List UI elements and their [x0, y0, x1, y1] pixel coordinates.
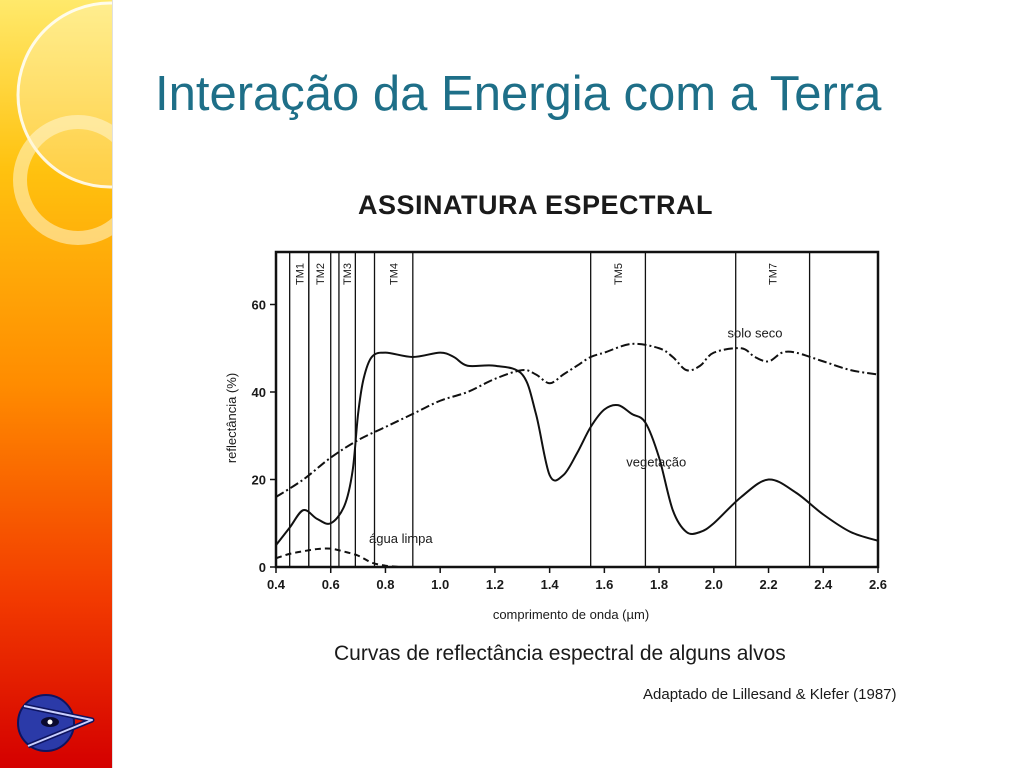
plot-frame — [274, 250, 880, 569]
x-tick-label: 0.6 — [322, 577, 340, 592]
band-label-tm3: TM3 — [342, 263, 354, 285]
y-tick-label: 20 — [252, 473, 266, 488]
x-tick-label: 1.6 — [595, 577, 613, 592]
slide-title: Interação da Energia com a Terra — [155, 67, 882, 121]
annotation-vegetacao: vegetação — [626, 454, 686, 469]
band-label-tm5: TM5 — [613, 263, 625, 285]
annotation-agua-limpa: água limpa — [369, 531, 433, 546]
x-tick-label: 1.0 — [431, 577, 449, 592]
x-tick-label: 2.4 — [814, 577, 833, 592]
x-tick-label: 1.8 — [650, 577, 668, 592]
x-tick-label: 1.2 — [486, 577, 504, 592]
band-label-tm1: TM1 — [294, 263, 306, 285]
sidebar-divider — [112, 0, 113, 768]
eye-arrow-logo-icon — [14, 688, 96, 754]
band-label-tm7: TM7 — [768, 263, 780, 285]
figure-caption: Curvas de reflectância espectral de algu… — [334, 642, 786, 665]
x-tick-label: 0.4 — [267, 577, 286, 592]
band-label-tm2: TM2 — [315, 263, 327, 285]
x-tick-label: 1.4 — [541, 577, 560, 592]
spectral-reflectance-chart: 0.4 0.6 0.8 1.0 1.2 1.4 1.6 1.8 2.0 2.2 2.4 2.6 0 20 4… — [224, 250, 887, 622]
x-tick-label: 2.0 — [705, 577, 723, 592]
series-line-solo-seco — [275, 342, 879, 498]
figure-source: Adaptado de Lillesand & Klefer (1987) — [643, 686, 897, 703]
x-tick-label: 2.6 — [869, 577, 887, 592]
y-tick-label: 0 — [259, 560, 266, 575]
x-tick-label: 0.8 — [376, 577, 394, 592]
x-tick-label: 2.2 — [760, 577, 778, 592]
y-axis-label: reflectância (%) — [224, 373, 239, 463]
chart-heading: ASSINATURA ESPECTRAL — [358, 190, 714, 220]
band-label-tm4: TM4 — [389, 263, 401, 285]
plot-area: 0.4 0.6 0.8 1.0 1.2 1.4 1.6 1.8 2.0 2.2 2.4 2.6 0 20 4… — [252, 250, 887, 592]
sidebar-decoration — [0, 0, 113, 768]
sidebar-rings-graphic — [13, 1, 113, 245]
series-line-vegetacao — [275, 351, 879, 546]
x-axis-label: comprimento de onda (µm) — [493, 607, 649, 622]
y-tick-label: 60 — [252, 298, 266, 313]
series-line-agua-limpa — [275, 547, 400, 568]
y-tick-label: 40 — [252, 385, 266, 400]
annotation-solo-seco: solo seco — [728, 325, 783, 340]
